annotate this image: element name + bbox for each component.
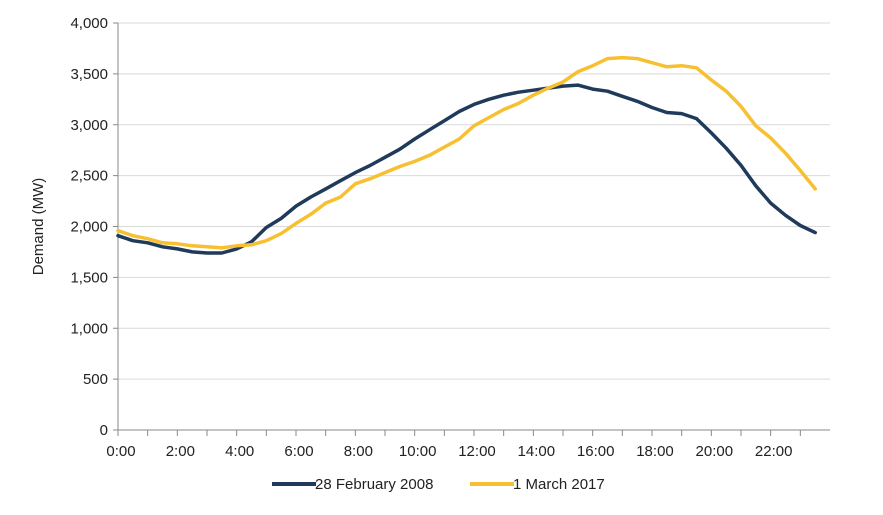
x-tick-label: 22:00 bbox=[755, 443, 793, 460]
x-tick-label: 12:00 bbox=[458, 443, 496, 460]
x-tick-label: 14:00 bbox=[518, 443, 556, 460]
x-tick-label: 2:00 bbox=[166, 443, 195, 460]
legend-label-1: 28 February 2008 bbox=[315, 476, 433, 493]
x-tick-label: 16:00 bbox=[577, 443, 615, 460]
x-tick-label: 4:00 bbox=[225, 443, 254, 460]
y-axis-title: Demand (MW) bbox=[30, 178, 47, 276]
y-tick-label: 4,000 bbox=[70, 15, 108, 32]
x-tick-label: 20:00 bbox=[696, 443, 734, 460]
x-tick-label: 10:00 bbox=[399, 443, 437, 460]
x-tick-label: 6:00 bbox=[284, 443, 313, 460]
y-tick-label: 3,500 bbox=[70, 66, 108, 83]
y-tick-label: 2,000 bbox=[70, 219, 108, 236]
x-tick-label: 8:00 bbox=[344, 443, 373, 460]
y-tick-label: 2,500 bbox=[70, 168, 108, 185]
x-tick-label: 0:00 bbox=[106, 443, 135, 460]
x-tick-label: 18:00 bbox=[636, 443, 674, 460]
y-tick-label: 1,500 bbox=[70, 269, 108, 286]
legend-label-2: 1 March 2017 bbox=[513, 476, 605, 493]
y-tick-label: 500 bbox=[83, 371, 108, 388]
axes bbox=[117, 23, 830, 431]
x-tick-labels: 0:00 2:00 4:00 6:00 8:00 10:00 12:00 14:00 16:00… bbox=[106, 443, 792, 460]
series-lines bbox=[116, 55, 817, 255]
legend: 28 February 2008 1 March 2017 bbox=[272, 476, 605, 493]
series-line-1 bbox=[116, 83, 817, 255]
gridlines bbox=[113, 22, 830, 436]
y-tick-label: 1,000 bbox=[70, 320, 108, 337]
y-tick-labels: 0 500 1,000 1,500 2,000 2,500 3,000 3,500 4,000 bbox=[70, 15, 108, 439]
y-tick-label: 3,000 bbox=[70, 117, 108, 134]
series-line-2 bbox=[116, 55, 817, 250]
y-tick-label: 0 bbox=[100, 422, 108, 439]
